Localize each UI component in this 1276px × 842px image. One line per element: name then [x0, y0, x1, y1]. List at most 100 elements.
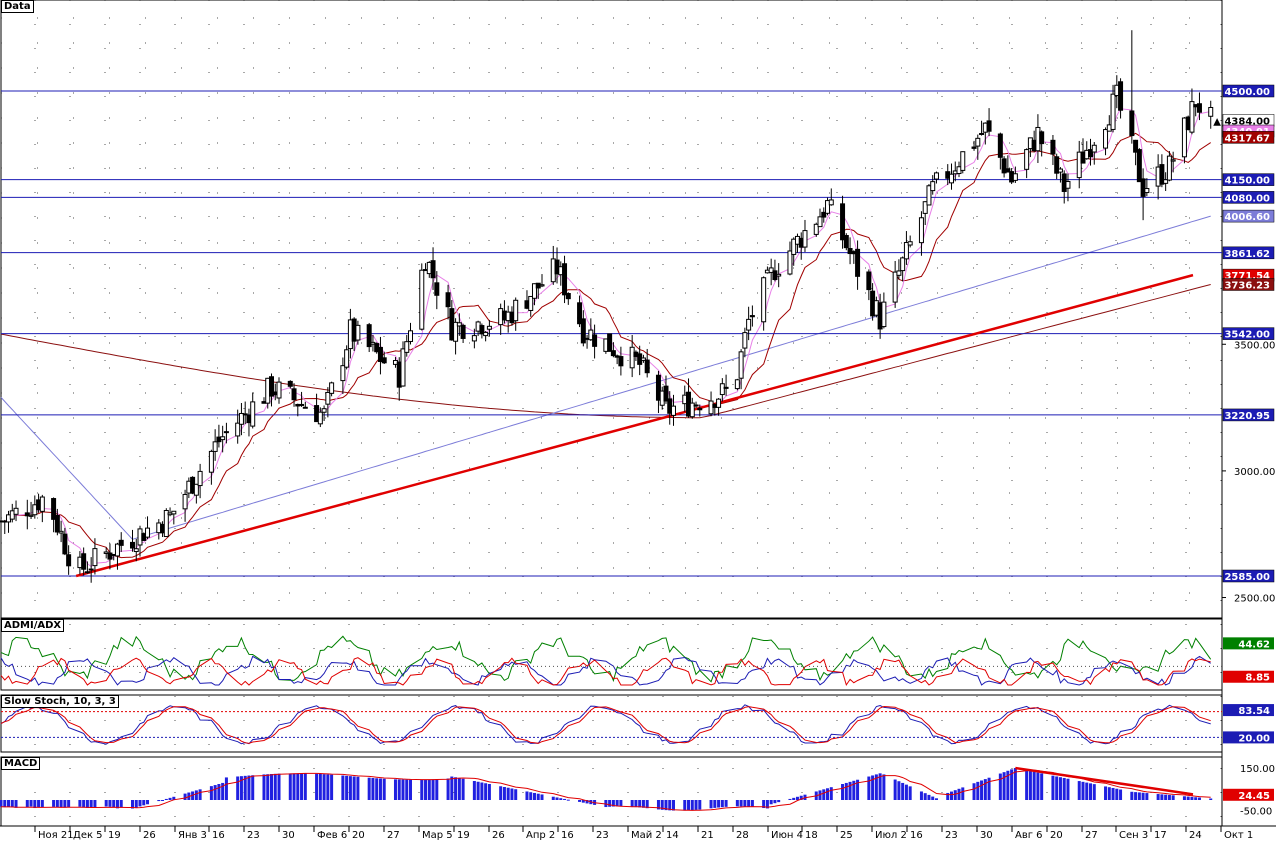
macd-histogram-bar: [1190, 796, 1194, 800]
macd-histogram-bar: [615, 800, 619, 807]
macd-histogram-bar: [1013, 768, 1017, 800]
time-tick-label: 27: [1085, 830, 1098, 841]
time-tick-label: 16: [212, 830, 225, 841]
candle-body: [689, 402, 695, 418]
macd-histogram-bar: [40, 800, 44, 808]
candle-body: [1088, 149, 1094, 158]
macd-histogram-bar: [405, 779, 409, 800]
candle-body: [1136, 149, 1142, 183]
stoch-d-line: [0, 705, 1211, 744]
macd-histogram-bar: [1092, 784, 1096, 800]
macd-histogram-bar: [664, 800, 668, 811]
candle-body: [129, 541, 135, 549]
macd-histogram-bar: [555, 797, 559, 800]
macd-histogram-bar: [717, 800, 721, 808]
macd-histogram-bar: [687, 800, 691, 811]
candle-body: [366, 324, 372, 348]
macd-histogram-bar: [1119, 789, 1123, 800]
macd-histogram-bar: [1194, 797, 1198, 800]
macd-histogram-bar: [1040, 773, 1044, 800]
candle-body: [1208, 106, 1214, 117]
candle-body: [971, 146, 977, 149]
price-flag-label: 4317.67: [1224, 133, 1270, 144]
macd-histogram-bar: [1002, 772, 1006, 800]
candle-body: [430, 260, 436, 279]
macd-histogram-bar: [14, 800, 18, 808]
candle-body: [513, 299, 519, 322]
macd-histogram-bar: [972, 783, 976, 800]
time-tick-label: Мар 5: [422, 830, 453, 841]
candle-body: [723, 386, 729, 389]
macd-histogram-bar: [841, 784, 845, 800]
candle-body: [1110, 93, 1116, 130]
main-panel: [0, 0, 1223, 619]
candle-body: [903, 242, 909, 260]
macd-histogram-bar: [668, 800, 672, 811]
candle-body: [655, 374, 661, 401]
time-tick-label: 25: [840, 830, 853, 841]
candle-body: [114, 543, 120, 557]
macd-histogram-bar: [1028, 771, 1032, 800]
macd-histogram-bar: [709, 800, 713, 809]
macd-histogram-bar: [1134, 792, 1138, 800]
candle-body: [843, 235, 849, 249]
candle-body: [456, 322, 462, 327]
candle-body: [896, 270, 902, 276]
macd-histogram-bar: [330, 774, 334, 800]
time-tick-label: Дек 5: [73, 830, 103, 841]
candle-body: [118, 539, 124, 546]
macd-histogram-bar: [897, 781, 901, 800]
macd-histogram-bar: [1055, 776, 1059, 800]
macd-histogram-bar: [563, 798, 567, 800]
candle-body: [693, 404, 699, 407]
macd-histogram-bar: [1171, 795, 1175, 800]
macd-histogram-bar: [7, 800, 11, 807]
macd-histogram-bar: [566, 799, 570, 801]
macd-histogram-bar: [82, 800, 86, 808]
time-tick-label: Фев 6: [317, 830, 347, 841]
macd-histogram-bar: [743, 800, 747, 807]
macd-histogram-bar: [1025, 770, 1029, 800]
candle-body: [242, 413, 248, 416]
macd-histogram-bar: [946, 792, 950, 800]
macd-histogram-bar: [980, 780, 984, 800]
macd-histogram-bar: [431, 779, 435, 800]
candle-body: [84, 571, 90, 574]
time-tick-label: 24: [1189, 830, 1202, 841]
price-flag-label: 4150.00: [1224, 176, 1270, 187]
macd-histogram-bar: [251, 775, 255, 800]
candle-body: [471, 335, 477, 342]
candle-body: [607, 333, 613, 352]
macd-histogram-bar: [698, 800, 702, 810]
candle-body: [419, 269, 425, 330]
macd-histogram-bar: [277, 773, 281, 800]
stoch-series: 83.54 20.00: [0, 704, 1274, 745]
candle-body: [847, 248, 853, 255]
candle-body: [697, 407, 703, 411]
macd-histogram-bar: [1137, 792, 1141, 800]
time-tick-label: 26: [492, 830, 505, 841]
stoch-flag: [1223, 731, 1274, 744]
candle-body: [926, 185, 932, 206]
time-tick-label: 27: [387, 830, 400, 841]
macd-histogram-bar: [514, 789, 518, 800]
macd-histogram-bar: [393, 779, 397, 800]
macd-histogram-bar: [826, 788, 830, 800]
candle-body: [1005, 168, 1011, 173]
price-flag: [1222, 408, 1275, 422]
candle-body: [1144, 188, 1150, 194]
macd-histogram-bar: [0, 800, 3, 807]
candle-body: [1163, 179, 1169, 184]
macd-histogram-bar: [115, 800, 119, 809]
time-tick-label: 17: [1154, 830, 1167, 841]
macd-histogram-bar: [852, 780, 856, 800]
macd-histogram-bar: [923, 793, 927, 800]
macd-histogram-bar: [487, 784, 491, 800]
candle-body: [133, 548, 139, 553]
time-tick-label: 20: [1050, 830, 1063, 841]
macd-histogram-bar: [950, 791, 954, 800]
macd-histogram-bar: [641, 800, 645, 808]
macd-histogram-bar: [375, 778, 379, 800]
macd-histogram-bar: [33, 800, 37, 809]
